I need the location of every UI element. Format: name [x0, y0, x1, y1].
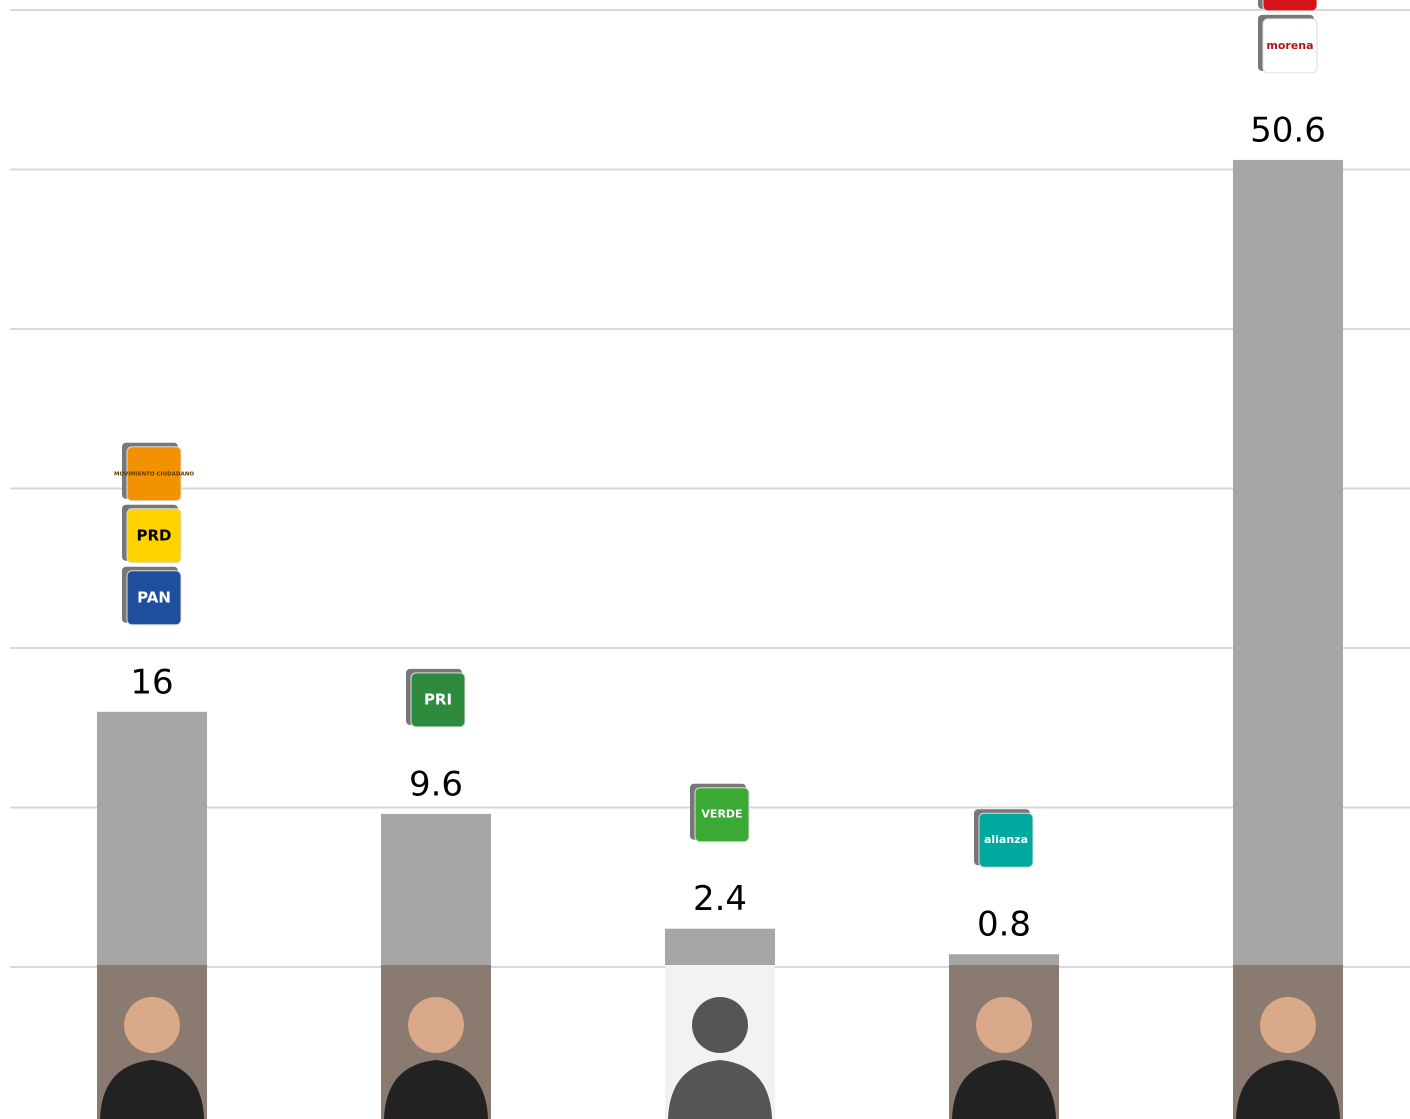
party-logo: PT	[1258, 0, 1317, 11]
value-label: 9.6	[409, 764, 463, 804]
photo-head	[408, 997, 464, 1053]
candidate-photo	[97, 965, 207, 1119]
party-logo: alianza	[974, 809, 1033, 867]
chart: 16 PAN PRD MOVIMIENTO CIUDADANO 9.6 PRI 2.4 VER…	[0, 0, 1410, 1119]
value-label: 0.8	[977, 905, 1031, 945]
photo-head	[976, 997, 1032, 1053]
candidate-photo	[665, 965, 775, 1119]
value-label: 50.6	[1250, 110, 1326, 150]
party-logo: VERDE	[690, 784, 749, 842]
party-logo: PRI	[406, 669, 465, 727]
logo-box	[1263, 0, 1317, 11]
logo-text: VERDE	[701, 808, 742, 821]
bar	[665, 929, 775, 967]
bar	[97, 712, 207, 967]
value-label: 2.4	[693, 879, 747, 919]
bar	[1233, 160, 1343, 967]
party-logo: MOVIMIENTO CIUDADANO	[114, 443, 194, 501]
logo-text: alianza	[984, 833, 1028, 846]
logo-text: PRD	[137, 526, 172, 544]
bar	[381, 814, 491, 967]
candidate-photo	[381, 965, 491, 1119]
party-logo: PRD	[122, 505, 181, 563]
candidate-photo	[1233, 965, 1343, 1119]
logo-text: PAN	[137, 588, 171, 606]
party-logo: morena	[1258, 15, 1317, 73]
photo-head	[1260, 997, 1316, 1053]
logo-text: morena	[1266, 39, 1313, 52]
value-label: 16	[130, 662, 173, 702]
logo-text: MOVIMIENTO CIUDADANO	[114, 471, 194, 477]
photo-head	[124, 997, 180, 1053]
candidate-photo	[949, 965, 1059, 1119]
photo-head	[692, 997, 748, 1053]
logo-text: PRI	[424, 690, 452, 708]
party-logo: PAN	[122, 567, 181, 625]
